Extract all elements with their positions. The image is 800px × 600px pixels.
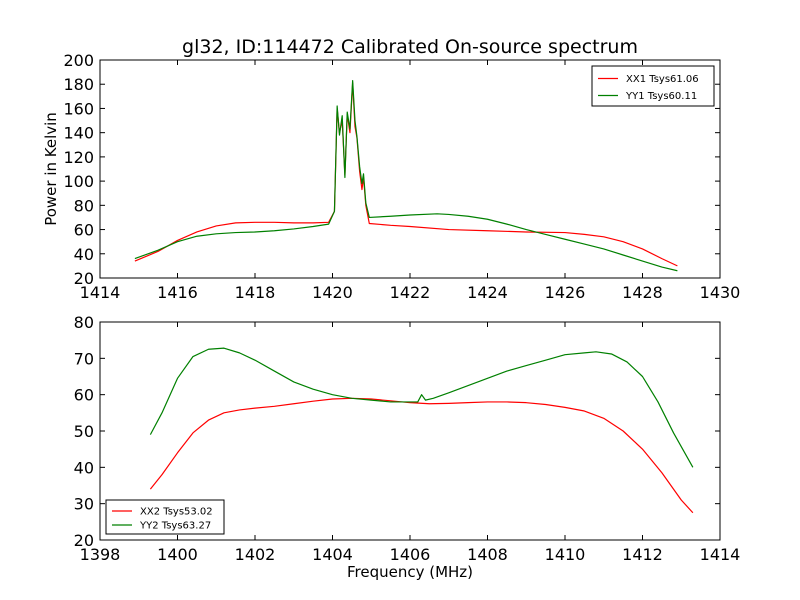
x-tick-label: 1408 xyxy=(467,545,508,564)
x-tick-label: 1422 xyxy=(390,283,431,302)
x-tick-label: 1424 xyxy=(467,283,508,302)
x-tick-label: 1410 xyxy=(545,545,586,564)
x-tick-label: 1404 xyxy=(312,545,353,564)
x-tick-label: 1398 xyxy=(80,545,121,564)
x-tick-label: 1414 xyxy=(700,545,741,564)
legend-1: XX2 Tsys53.02 YY2 Tsys63.27 xyxy=(105,499,225,535)
bottom-chart: Frequency (MHz) 1398 1400 1402 1404 1406 1408… xyxy=(74,313,741,581)
legend-label: YY1 Tsys60.11 xyxy=(625,91,697,102)
x-tick-label: 1400 xyxy=(157,545,198,564)
y-tick-label: 200 xyxy=(63,51,94,70)
top-chart-title: gl32, ID:114472 Calibrated On-source spe… xyxy=(182,36,638,58)
legend-box xyxy=(591,65,715,107)
y-tick-label: 70 xyxy=(74,349,94,368)
x-tick-label: 1428 xyxy=(622,283,663,302)
top-chart-ylabel: Power in Kelvin xyxy=(42,112,60,226)
series-line-0-1 xyxy=(134,79,678,272)
legend-label: YY2 Tsys63.27 xyxy=(139,521,211,532)
y-tick-label: 80 xyxy=(74,196,94,215)
x-tick-label: 1420 xyxy=(312,283,353,302)
series-line-1-1 xyxy=(149,347,694,468)
bottom-plot-area: 1398 1400 1402 1404 1406 1408 1410 1412 1414 20 30… xyxy=(74,313,741,564)
legend-label: XX2 Tsys53.02 xyxy=(140,507,213,518)
y-tick-label: 180 xyxy=(63,75,94,94)
y-tick-label: 100 xyxy=(63,172,94,191)
legend-box xyxy=(105,499,225,535)
y-tick-label: 50 xyxy=(74,422,94,441)
x-tick-label: 1414 xyxy=(80,283,121,302)
y-tick-label: 30 xyxy=(74,495,94,514)
top-chart: gl32, ID:114472 Calibrated On-source spe… xyxy=(42,36,740,302)
x-tick-label: 1412 xyxy=(622,545,663,564)
legend-label: XX1 Tsys61.06 xyxy=(626,74,699,85)
x-tick-label: 1402 xyxy=(235,545,276,564)
series-line-1-0 xyxy=(149,397,694,514)
y-tick-label: 20 xyxy=(74,269,94,288)
y-tick-label: 40 xyxy=(74,245,94,264)
y-tick-label: 160 xyxy=(63,99,94,118)
top-plot-area: 1414 1416 1418 1420 1422 1424 1426 1428 1430 20 40… xyxy=(63,51,740,302)
y-tick-label: 120 xyxy=(63,148,94,167)
y-tick-label: 20 xyxy=(74,531,94,550)
bottom-chart-xlabel: Frequency (MHz) xyxy=(347,563,473,581)
y-tick-label: 40 xyxy=(74,458,94,477)
x-tick-label: 1430 xyxy=(700,283,741,302)
x-tick-label: 1418 xyxy=(235,283,276,302)
y-tick-label: 140 xyxy=(63,124,94,143)
y-tick-label: 80 xyxy=(74,313,94,332)
legend-0: XX1 Tsys61.06 YY1 Tsys60.11 xyxy=(591,65,715,107)
x-tick-label: 1426 xyxy=(545,283,586,302)
y-tick-label: 60 xyxy=(74,221,94,240)
y-tick-label: 60 xyxy=(74,386,94,405)
x-tick-label: 1416 xyxy=(157,283,198,302)
x-tick-label: 1406 xyxy=(390,545,431,564)
